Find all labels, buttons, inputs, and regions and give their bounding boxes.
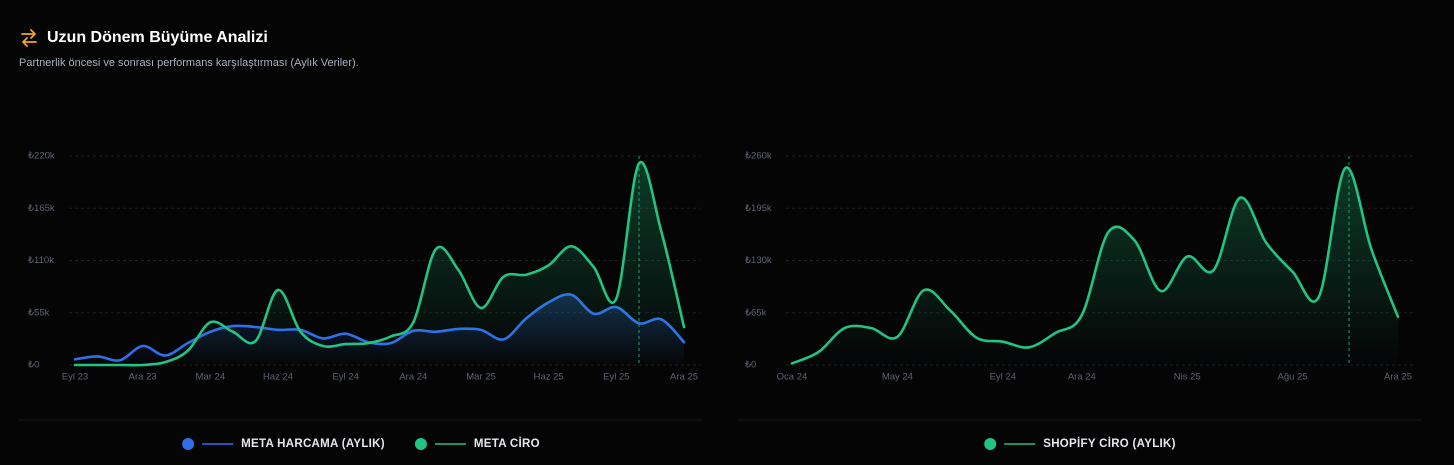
legend-label: SHOPİFY CİRO (AYLIK) bbox=[1043, 437, 1176, 450]
y-tick-label: ₺0 bbox=[28, 360, 39, 371]
y-tick-label: ₺260k bbox=[745, 151, 772, 162]
y-tick-label: ₺55k bbox=[28, 307, 50, 318]
legend-dot bbox=[414, 438, 427, 450]
legend-dot bbox=[182, 438, 195, 450]
series-area bbox=[792, 167, 1398, 365]
page-title: Uzun Dönem Büyüme Analizi bbox=[47, 29, 268, 46]
x-tick-label: Ara 24 bbox=[399, 372, 427, 383]
legend-label: META CİRO bbox=[474, 437, 540, 450]
x-tick-label: Eyl 23 bbox=[62, 372, 88, 383]
y-tick-label: ₺110k bbox=[28, 255, 54, 266]
x-tick-label: Eyl 24 bbox=[332, 372, 358, 383]
legend-item: META CİRO bbox=[414, 437, 540, 450]
x-tick-label: Mar 25 bbox=[466, 372, 496, 383]
y-tick-label: ₺220k bbox=[28, 151, 55, 162]
legend-item: META HARCAMA (AYLIK) bbox=[182, 438, 385, 450]
y-tick-label: ₺65k bbox=[745, 307, 767, 318]
legend-dot bbox=[984, 438, 997, 450]
x-tick-label: Oca 24 bbox=[777, 372, 808, 383]
x-tick-label: Ara 25 bbox=[670, 372, 698, 383]
title-icon bbox=[21, 29, 37, 47]
legend-item: SHOPİFY CİRO (AYLIK) bbox=[984, 437, 1176, 450]
x-tick-label: Eyl 25 bbox=[603, 372, 629, 383]
x-tick-label: Haz 24 bbox=[263, 372, 293, 383]
x-tick-label: May 24 bbox=[882, 372, 913, 383]
x-tick-label: Mar 24 bbox=[196, 372, 226, 383]
x-tick-label: Ara 23 bbox=[129, 372, 157, 383]
page-subtitle: Partnerlik öncesi ve sonrası performans … bbox=[19, 57, 359, 69]
x-tick-label: Haz 25 bbox=[534, 372, 564, 383]
legend-label: META HARCAMA (AYLIK) bbox=[241, 438, 385, 450]
x-tick-label: Nis 25 bbox=[1174, 372, 1201, 383]
series-area bbox=[75, 162, 684, 366]
x-tick-label: Ara 25 bbox=[1384, 372, 1412, 383]
x-tick-label: Eyl 24 bbox=[990, 372, 1016, 383]
y-tick-label: ₺165k bbox=[28, 203, 55, 214]
series-line bbox=[790, 166, 1400, 365]
y-tick-label: ₺130k bbox=[745, 255, 772, 266]
y-tick-label: ₺195k bbox=[745, 203, 772, 214]
y-tick-label: ₺0 bbox=[745, 360, 756, 371]
series-line bbox=[73, 160, 686, 367]
x-tick-label: Ara 24 bbox=[1068, 372, 1096, 383]
x-tick-label: Ağu 25 bbox=[1278, 372, 1308, 383]
